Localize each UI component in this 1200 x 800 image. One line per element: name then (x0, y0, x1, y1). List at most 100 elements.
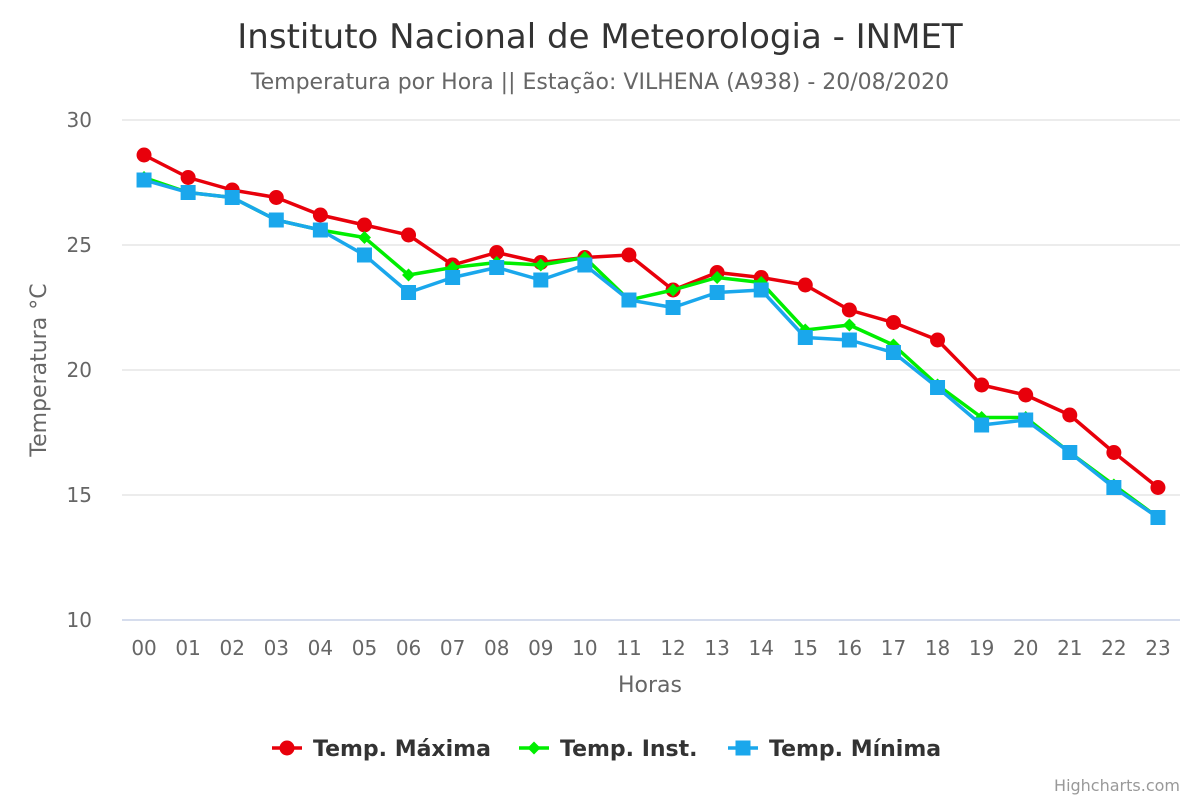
data-point[interactable] (1150, 510, 1166, 525)
data-point[interactable] (885, 315, 901, 330)
x-tick-label: 10 (572, 636, 597, 660)
data-point[interactable] (841, 302, 857, 318)
x-tick-label: 05 (352, 636, 377, 660)
data-point[interactable] (136, 147, 152, 163)
x-tick-label: 19 (969, 636, 994, 660)
data-point[interactable] (841, 332, 857, 348)
x-tick-label: 02 (219, 636, 244, 660)
data-point[interactable] (268, 190, 284, 205)
data-point[interactable] (312, 222, 328, 238)
legend-marker (735, 740, 751, 756)
x-tick-label: 18 (925, 636, 950, 660)
grid-lines (122, 119, 1180, 621)
data-point[interactable] (1106, 480, 1122, 495)
chart-subtitle: Temperatura por Hora || Estação: VILHENA… (250, 70, 949, 95)
data-point[interactable] (885, 345, 901, 360)
data-point[interactable] (489, 245, 505, 260)
data-point[interactable] (1062, 407, 1078, 423)
x-tick-label: 20 (1013, 636, 1038, 660)
y-tick-label: 10 (67, 608, 92, 632)
series-layer (136, 147, 1166, 525)
y-tick-label: 30 (67, 108, 92, 132)
data-point[interactable] (356, 217, 372, 233)
data-point[interactable] (534, 258, 548, 272)
data-point[interactable] (842, 318, 856, 332)
legend-item[interactable]: Temp. Inst. (519, 737, 698, 762)
data-point[interactable] (753, 282, 769, 298)
data-point[interactable] (533, 272, 549, 288)
x-tick-label: 06 (396, 636, 421, 660)
legend-marker (527, 741, 541, 755)
x-tick-label: 03 (264, 636, 289, 660)
data-point[interactable] (577, 257, 593, 273)
x-axis-title: Horas (618, 673, 682, 698)
data-point[interactable] (357, 231, 371, 244)
y-tick-label: 15 (67, 483, 92, 507)
data-point[interactable] (974, 377, 990, 393)
data-point[interactable] (930, 380, 946, 395)
legend: Temp. Máxima Temp. Inst. Temp. Mínima (272, 737, 941, 762)
series-line (143, 178, 1159, 519)
x-tick-label: 16 (837, 636, 862, 660)
data-point[interactable] (1062, 445, 1078, 460)
legend-item[interactable]: Temp. Máxima (272, 737, 491, 762)
x-tick-label: 14 (748, 636, 773, 660)
x-tick-label: 13 (704, 636, 729, 660)
data-point[interactable] (180, 170, 196, 185)
legend-label: Temp. Máxima (313, 737, 491, 762)
x-tick-label: 22 (1101, 636, 1126, 660)
data-point[interactable] (710, 271, 724, 284)
x-tick-label: 09 (528, 636, 553, 660)
data-point[interactable] (1106, 445, 1122, 460)
legend-label: Temp. Mínima (769, 737, 941, 762)
credits-link[interactable]: Highcharts.com (1054, 776, 1180, 795)
series-line (143, 175, 1159, 519)
x-tick-label: 00 (131, 636, 156, 660)
x-tick-label: 08 (484, 636, 509, 660)
y-axis-title: Temperatura °C (27, 283, 52, 457)
y-axis-ticks: 10 15 20 25 30 (67, 108, 92, 632)
data-point[interactable] (268, 212, 284, 228)
data-point[interactable] (224, 190, 240, 205)
data-point[interactable] (797, 330, 813, 345)
chart-title: Instituto Nacional de Meteorologia - INM… (237, 17, 963, 57)
data-point[interactable] (1018, 412, 1034, 428)
x-tick-label: 11 (616, 636, 641, 660)
data-point[interactable] (1150, 480, 1166, 495)
x-tick-label: 01 (175, 636, 200, 660)
data-point[interactable] (401, 227, 417, 243)
data-point[interactable] (1018, 387, 1034, 403)
data-point[interactable] (621, 247, 637, 263)
data-point[interactable] (974, 417, 990, 433)
x-tick-label: 15 (793, 636, 818, 660)
legend-item[interactable]: Temp. Mínima (728, 737, 941, 762)
x-tick-label: 04 (308, 636, 333, 660)
data-point[interactable] (709, 285, 725, 300)
series-2 (136, 172, 1166, 525)
data-point[interactable] (356, 247, 372, 263)
data-point[interactable] (489, 260, 505, 275)
y-tick-label: 20 (67, 358, 92, 382)
data-point[interactable] (445, 270, 461, 285)
x-tick-label: 21 (1057, 636, 1082, 660)
data-point[interactable] (312, 207, 328, 223)
data-point[interactable] (402, 268, 416, 282)
y-tick-label: 25 (67, 233, 92, 257)
x-tick-label: 12 (660, 636, 685, 660)
x-tick-label: 07 (440, 636, 465, 660)
x-axis-ticks: 00 01 02 03 04 05 06 07 08 09 10 11 12 13 14 15 16 17 18 19… (131, 636, 1170, 660)
series-line (143, 153, 1160, 489)
data-point[interactable] (666, 283, 680, 297)
data-point[interactable] (621, 292, 637, 308)
legend-marker (279, 740, 295, 756)
data-point[interactable] (180, 185, 196, 200)
data-point[interactable] (136, 172, 152, 188)
legend-label: Temp. Inst. (560, 737, 698, 762)
data-point[interactable] (930, 332, 946, 348)
data-point[interactable] (797, 277, 813, 293)
x-tick-label: 23 (1145, 636, 1170, 660)
data-point[interactable] (401, 285, 417, 300)
x-tick-label: 17 (881, 636, 906, 660)
data-point[interactable] (665, 300, 681, 315)
